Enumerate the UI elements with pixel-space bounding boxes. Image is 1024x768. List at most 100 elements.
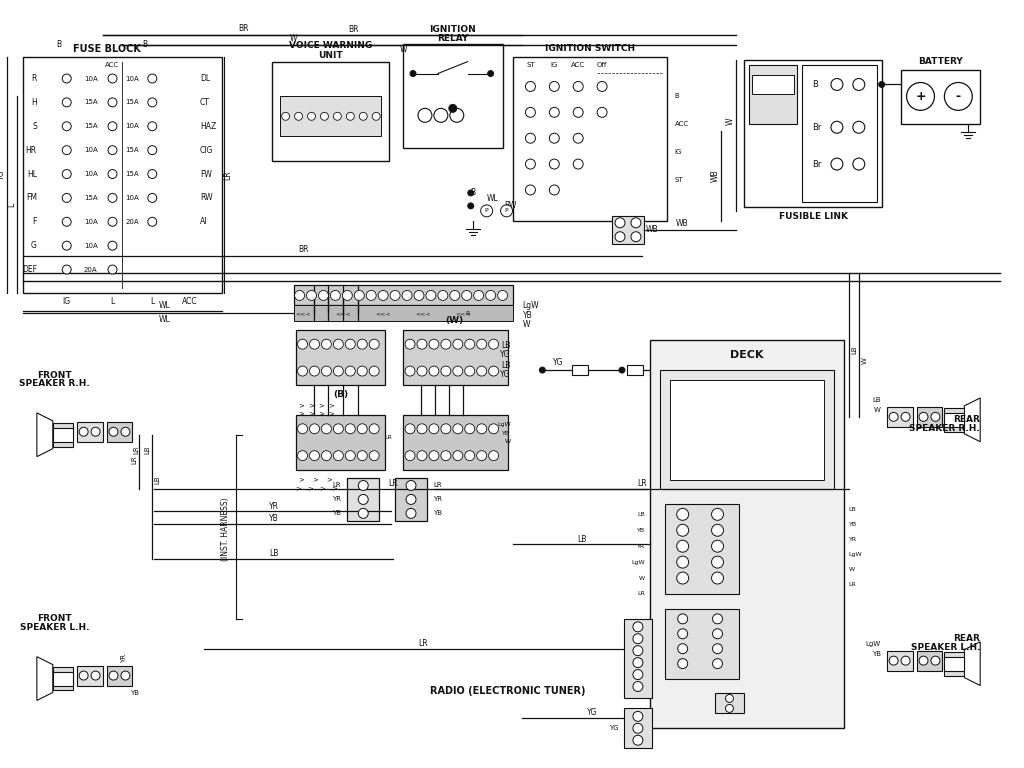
Text: >: >: [329, 410, 335, 415]
Circle shape: [677, 525, 689, 536]
Bar: [670, 380, 824, 479]
Circle shape: [429, 339, 439, 349]
Text: 10A: 10A: [126, 124, 139, 129]
Circle shape: [121, 671, 130, 680]
Text: W: W: [290, 35, 297, 43]
Text: LR: LR: [637, 479, 647, 488]
Circle shape: [889, 412, 898, 422]
Text: SPEAKER R.H.: SPEAKER R.H.: [909, 424, 980, 433]
Circle shape: [525, 81, 536, 91]
Circle shape: [465, 366, 475, 376]
Text: YB: YB: [130, 690, 139, 697]
Text: YB: YB: [269, 514, 279, 523]
Text: W: W: [862, 356, 867, 363]
Circle shape: [713, 614, 723, 624]
Text: 15A: 15A: [126, 147, 139, 153]
Text: RW: RW: [200, 194, 213, 203]
Circle shape: [357, 366, 368, 376]
Circle shape: [678, 644, 688, 654]
Text: IG: IG: [675, 149, 682, 155]
Circle shape: [453, 339, 463, 349]
Text: ST: ST: [526, 61, 535, 68]
Text: DL: DL: [200, 74, 210, 83]
Text: FUSE BLOCK: FUSE BLOCK: [73, 44, 140, 54]
Circle shape: [282, 112, 290, 121]
Text: <<<: <<<: [415, 311, 431, 316]
Circle shape: [318, 290, 329, 300]
Bar: [106, 666, 132, 686]
Circle shape: [465, 451, 475, 461]
Text: HR: HR: [26, 146, 37, 154]
Circle shape: [345, 424, 355, 434]
Circle shape: [549, 185, 559, 195]
Circle shape: [321, 112, 329, 121]
Circle shape: [147, 146, 157, 154]
Circle shape: [370, 424, 379, 434]
Circle shape: [678, 629, 688, 639]
Bar: [106, 422, 132, 442]
Bar: [53, 667, 73, 690]
Text: IGNITION: IGNITION: [429, 25, 476, 35]
Text: >: >: [318, 402, 325, 408]
Circle shape: [298, 366, 307, 376]
Circle shape: [573, 159, 584, 169]
Circle shape: [713, 659, 723, 669]
Circle shape: [477, 424, 486, 434]
Circle shape: [488, 424, 499, 434]
Circle shape: [417, 424, 427, 434]
Text: REAR: REAR: [953, 415, 980, 425]
Circle shape: [901, 656, 910, 665]
Circle shape: [147, 98, 157, 107]
Bar: [900, 70, 980, 124]
Bar: [624, 708, 652, 748]
Circle shape: [450, 290, 460, 300]
Circle shape: [633, 723, 643, 733]
Text: 15A: 15A: [84, 99, 97, 105]
Circle shape: [441, 451, 451, 461]
Text: >: >: [308, 410, 314, 415]
Circle shape: [477, 366, 486, 376]
Text: LB: LB: [872, 397, 881, 403]
Circle shape: [713, 644, 723, 654]
Text: VOICE WARNING: VOICE WARNING: [289, 41, 372, 50]
Circle shape: [906, 82, 935, 111]
Circle shape: [441, 424, 451, 434]
Text: YB: YB: [637, 528, 645, 533]
Text: UNIT: UNIT: [318, 51, 343, 60]
Text: W: W: [639, 575, 645, 581]
Text: DEF: DEF: [22, 265, 37, 274]
Circle shape: [367, 290, 376, 300]
Text: HAZ: HAZ: [200, 122, 216, 131]
Bar: [665, 609, 739, 679]
Text: B: B: [470, 188, 475, 197]
Text: 10A: 10A: [126, 195, 139, 201]
Text: LgW: LgW: [849, 551, 862, 557]
Circle shape: [402, 290, 412, 300]
Text: LR: LR: [384, 435, 392, 440]
Circle shape: [501, 205, 513, 217]
Bar: [665, 505, 739, 594]
Circle shape: [79, 671, 88, 680]
Text: LR: LR: [223, 170, 232, 180]
Circle shape: [573, 81, 584, 91]
Circle shape: [62, 74, 72, 83]
Circle shape: [488, 339, 499, 349]
Circle shape: [345, 366, 355, 376]
Bar: [944, 413, 965, 427]
Text: >: >: [318, 410, 325, 415]
Circle shape: [357, 451, 368, 461]
Circle shape: [434, 108, 447, 122]
Circle shape: [298, 451, 307, 461]
Text: 15A: 15A: [126, 171, 139, 177]
Text: YB: YB: [871, 650, 881, 657]
Bar: [944, 652, 965, 676]
Text: FUSIBLE LINK: FUSIBLE LINK: [778, 212, 848, 221]
Circle shape: [487, 71, 494, 77]
Text: ACC: ACC: [182, 297, 198, 306]
Circle shape: [62, 217, 72, 227]
Text: LgW: LgW: [631, 560, 645, 564]
Bar: [23, 57, 222, 293]
Bar: [887, 407, 912, 427]
Text: DECK: DECK: [730, 350, 764, 360]
Bar: [271, 61, 389, 161]
